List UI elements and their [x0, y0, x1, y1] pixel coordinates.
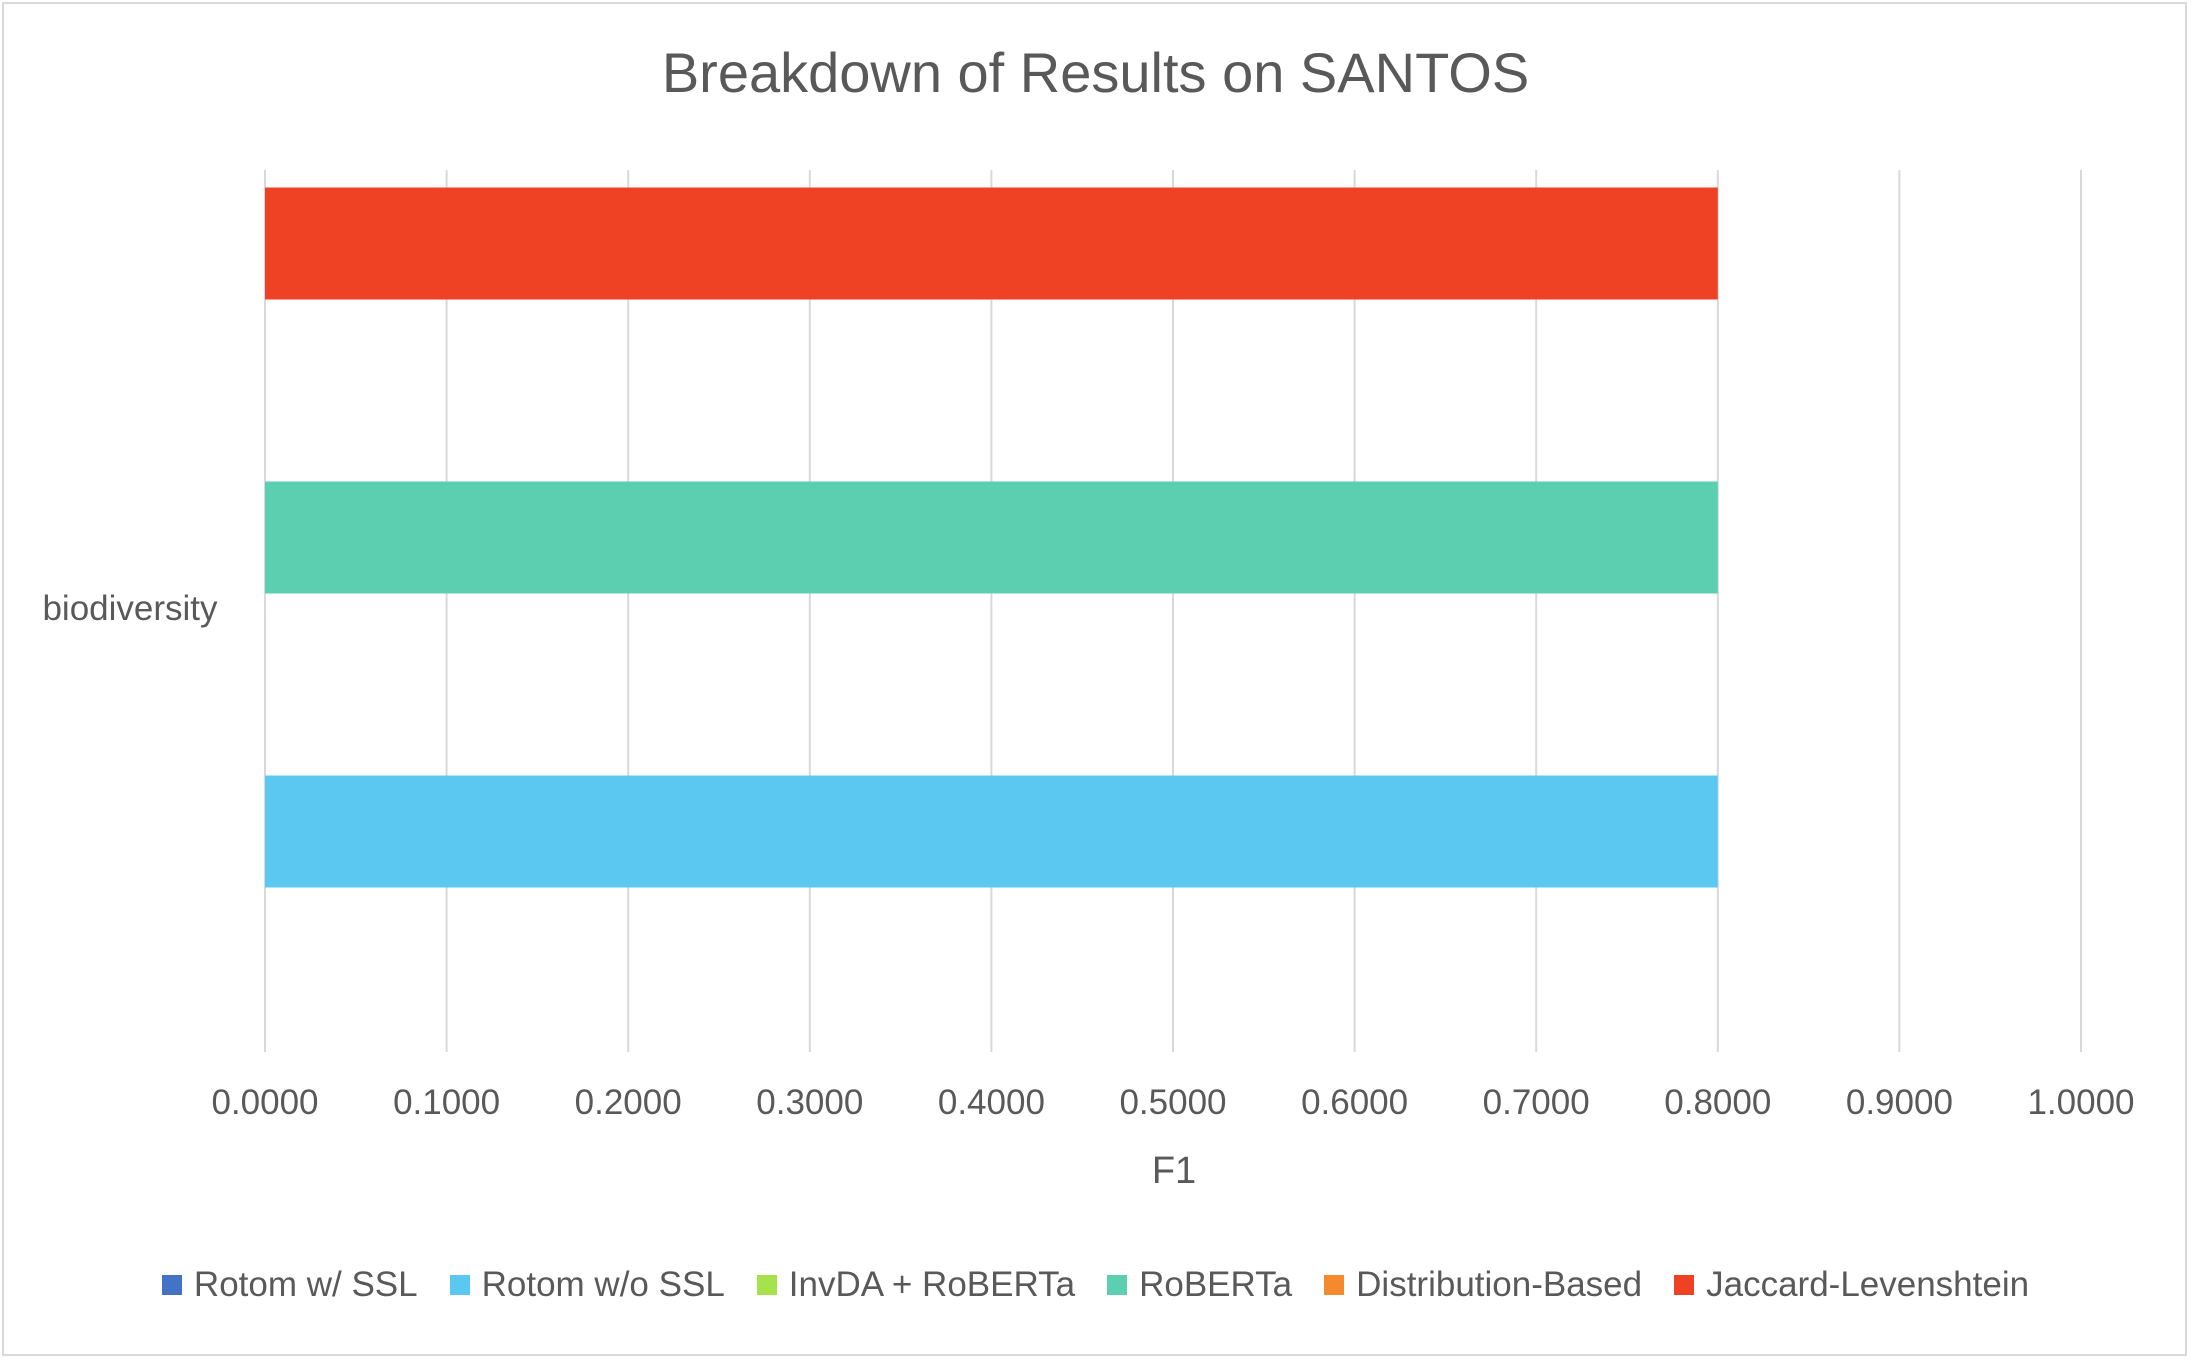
x-tick-label: 0.0000	[211, 1083, 318, 1122]
legend-item: Distribution-Based	[1324, 1265, 1642, 1305]
legend-swatch	[449, 1275, 470, 1295]
legend-label: Rotom w/ SSL	[193, 1265, 418, 1304]
legend-swatch	[1674, 1275, 1695, 1295]
legend-item: RoBERTa	[1107, 1265, 1292, 1305]
x-tick-label: 0.4000	[938, 1083, 1045, 1122]
legend-swatch	[1107, 1275, 1128, 1295]
x-tick-label: 0.7000	[1483, 1083, 1590, 1122]
bar-jaccard-levenshtein	[265, 187, 1718, 300]
legend-item: Rotom w/ SSL	[161, 1265, 418, 1305]
x-tick-label: 0.5000	[1119, 1083, 1226, 1122]
x-tick-label: 0.1000	[393, 1083, 500, 1122]
legend-swatch	[161, 1275, 182, 1295]
x-axis-title: F1	[1152, 1150, 1196, 1192]
legend-label: Jaccard-Levenshtein	[1706, 1265, 2030, 1304]
legend-item: Rotom w/o SSL	[449, 1265, 725, 1305]
bar-rotom-w-o-ssl	[265, 775, 1718, 888]
x-tick-label: 0.3000	[756, 1083, 863, 1122]
legend-swatch	[756, 1275, 777, 1295]
legend-item: Jaccard-Levenshtein	[1674, 1265, 2029, 1305]
legend-label: RoBERTa	[1139, 1265, 1293, 1304]
bar-roberta	[265, 481, 1718, 594]
x-tick-label: 1.0000	[2027, 1083, 2134, 1122]
x-tick-label: 0.2000	[575, 1083, 682, 1122]
x-tick-label: 0.6000	[1301, 1083, 1408, 1122]
category-label: biodiversity	[42, 589, 218, 628]
legend: Rotom w/ SSL Rotom w/o SSL InvDA + RoBERTa…	[0, 1265, 2191, 1305]
legend-swatch	[1324, 1275, 1345, 1295]
legend-item: InvDA + RoBERTa	[756, 1265, 1076, 1305]
chart-title: Breakdown of Results on SANTOS	[661, 41, 1530, 104]
legend-label: InvDA + RoBERTa	[788, 1265, 1076, 1304]
legend-label: Distribution-Based	[1356, 1265, 1643, 1304]
x-tick-label: 0.9000	[1846, 1083, 1953, 1122]
legend-label: Rotom w/o SSL	[481, 1265, 725, 1304]
x-tick-label: 0.8000	[1664, 1083, 1771, 1122]
